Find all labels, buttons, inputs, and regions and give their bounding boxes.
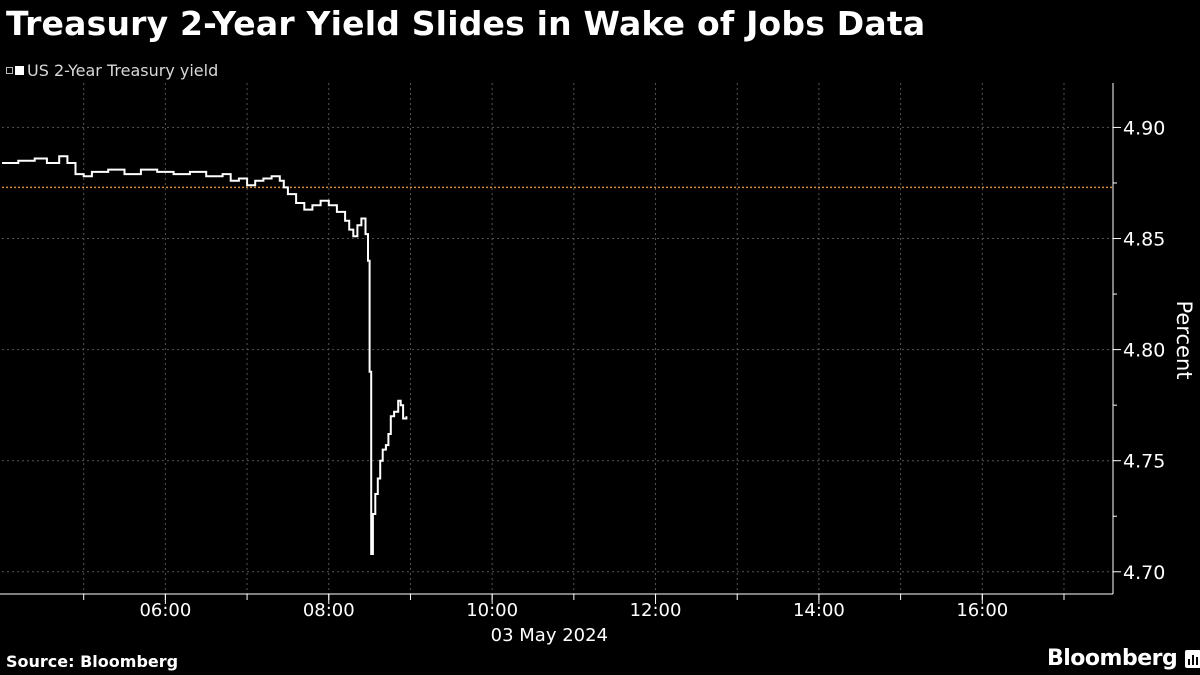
series-group <box>2 155 408 555</box>
grid <box>2 83 1113 594</box>
x-tick-label: 08:00 <box>303 600 355 621</box>
legend-marker-icon <box>6 67 13 74</box>
y-tick-label: 4.90 <box>1123 117 1165 139</box>
y-tick-label: 4.80 <box>1123 340 1165 362</box>
legend: US 2-Year Treasury yield <box>6 61 218 80</box>
y-axis-label: Percent <box>1172 300 1196 380</box>
x-axis-date-label: 03 May 2024 <box>491 625 608 646</box>
x-tick-label: 14:00 <box>793 600 845 621</box>
x-tick-label: 16:00 <box>956 600 1008 621</box>
bar-chart-icon <box>1185 649 1200 668</box>
series-line <box>2 155 408 555</box>
axes: 4.70 4.75 4.80 4.85 4.90 06:00 08:00 10:00 12:00… <box>0 83 1165 646</box>
chart-title: Treasury 2-Year Yield Slides in Wake of … <box>6 4 926 43</box>
source-note: Source: Bloomberg <box>6 652 179 671</box>
brand-logo: Bloomberg <box>1047 646 1200 671</box>
y-tick-label: 4.85 <box>1123 229 1165 251</box>
x-tick-label: 10:00 <box>466 600 518 621</box>
brand-name: Bloomberg <box>1047 646 1178 671</box>
x-tick-label: 06:00 <box>139 600 191 621</box>
y-tick-label: 4.75 <box>1123 451 1165 473</box>
x-tick-label: 12:00 <box>630 600 682 621</box>
legend-label: US 2-Year Treasury yield <box>27 61 219 80</box>
y-tick-label: 4.70 <box>1123 562 1165 584</box>
legend-swatch <box>15 66 24 75</box>
